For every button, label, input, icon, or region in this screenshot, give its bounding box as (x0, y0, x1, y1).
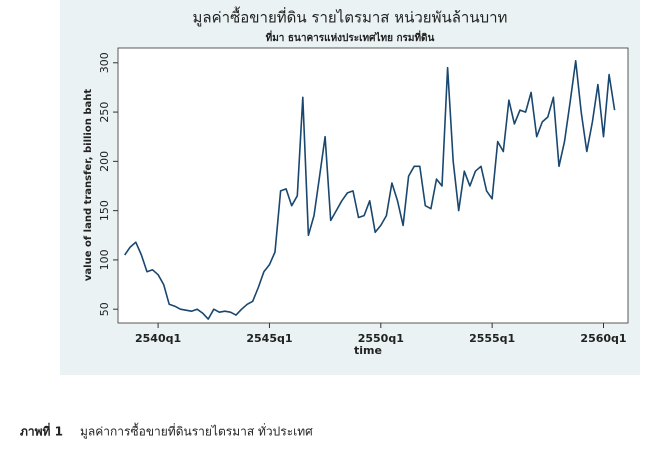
data-line (124, 60, 616, 320)
x-tick-label: 2550q1 (358, 332, 404, 345)
chart-title: มูลค่าซื้อขายที่ดิน รายไตรมาส หน่วยพันล้… (193, 7, 508, 27)
caption-text: มูลค่าการซื้อขายที่ดินรายไตรมาส ทั่วประเ… (80, 423, 313, 440)
chart-subtitle: ที่มา ธนาคารแห่งประเทศไทย กรมที่ดิน (266, 30, 435, 44)
plot-area (117, 47, 629, 324)
y-axis-label: value of land transfer, billion baht (83, 89, 94, 281)
x-tick-label: 2545q1 (246, 332, 292, 345)
y-tick-label: 250 (98, 102, 111, 123)
x-tick-label: 2560q1 (580, 332, 626, 345)
x-axis-label: time (354, 344, 382, 357)
x-tick-label: 2540q1 (135, 332, 181, 345)
y-tick-label: 100 (98, 249, 111, 270)
y-tick-label: 300 (98, 52, 111, 73)
y-tick-label: 150 (98, 200, 111, 221)
x-tick-label: 2555q1 (469, 332, 515, 345)
caption-label: ภาพที่ 1 (20, 423, 63, 439)
y-tick-label: 200 (98, 151, 111, 172)
y-tick-label: 50 (98, 302, 111, 316)
